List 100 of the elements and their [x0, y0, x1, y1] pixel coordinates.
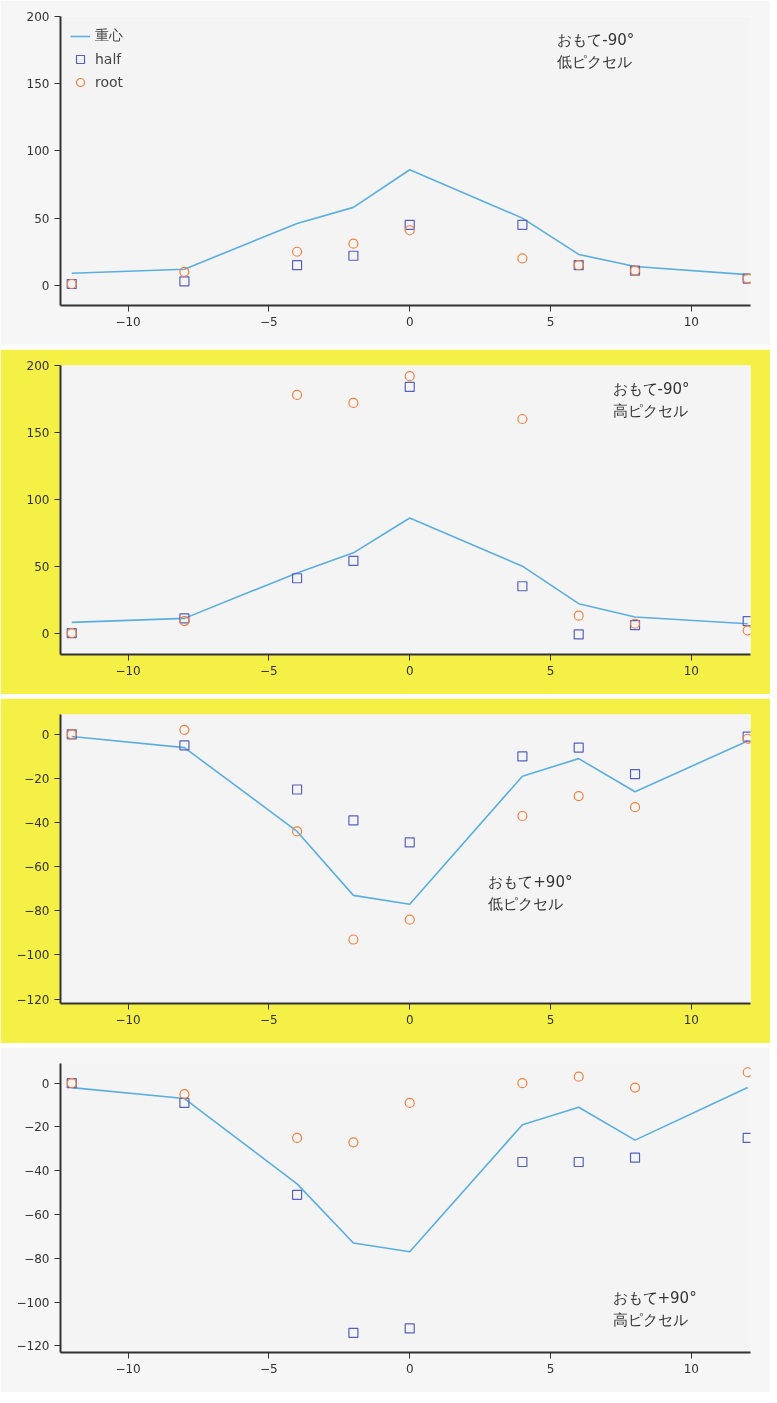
y-tick-label: 100 [26, 492, 50, 507]
legend-label: root [95, 74, 124, 90]
text: おもて-90° 高ピクセル [612, 379, 690, 420]
point [291, 1189, 303, 1200]
y-tick-label: 150 [26, 425, 50, 440]
point [629, 802, 641, 813]
point [291, 573, 303, 584]
x-tick-label: 10 [683, 1012, 699, 1027]
point [629, 1152, 641, 1163]
point [179, 266, 190, 277]
point [348, 238, 359, 249]
text: おもて+90° 高ピクセル [612, 1288, 697, 1329]
point [404, 837, 415, 848]
point [629, 768, 641, 780]
x-tick-label: 10 [683, 314, 699, 329]
point [291, 260, 303, 271]
y-tick-label: 150 [26, 77, 50, 92]
point [573, 1071, 584, 1082]
y-tick-label: −80 [24, 904, 50, 919]
point [348, 250, 359, 261]
point [742, 1067, 751, 1078]
y-tick-label: −100 [16, 948, 50, 963]
x-tick-label: −5 [260, 663, 278, 678]
x-tick-label: −10 [115, 663, 141, 678]
point [573, 610, 584, 621]
point [291, 246, 303, 257]
point [179, 740, 190, 751]
text: おもて-90° 低ピクセル [557, 30, 635, 71]
point [348, 1137, 359, 1148]
y-tick-label: 50 [34, 211, 50, 226]
y-tick-label: −60 [24, 1208, 50, 1223]
point [291, 826, 303, 837]
y-tick-label: −60 [24, 860, 50, 875]
point [517, 253, 528, 264]
point [517, 751, 528, 762]
point [517, 810, 528, 822]
point [573, 742, 584, 753]
x-tick-label: 5 [546, 314, 555, 329]
x-tick-label: −5 [260, 1361, 278, 1376]
point [404, 225, 415, 236]
x-tick-label: 0 [405, 1361, 414, 1376]
point [404, 1323, 415, 1334]
y-tick-label: −100 [16, 1295, 50, 1310]
x-tick-label: −5 [260, 314, 278, 329]
x-tick-label: 10 [683, 1361, 699, 1376]
point [179, 276, 190, 287]
point [348, 397, 359, 409]
point [742, 1132, 751, 1144]
legend-label: half [95, 51, 122, 67]
y-tick-label: 100 [26, 144, 50, 159]
legend-label: 重心 [95, 27, 123, 45]
y-tick-label: −40 [24, 1164, 50, 1179]
x-tick-label: 5 [546, 663, 555, 678]
y-tick-label: 200 [26, 10, 50, 24]
line-series [70, 517, 749, 625]
x-tick-label: −10 [115, 1012, 141, 1027]
point [291, 1132, 303, 1144]
point [179, 1097, 190, 1109]
x-tick-label: −10 [115, 314, 141, 329]
point [404, 914, 415, 925]
point [291, 389, 303, 401]
point [742, 625, 751, 636]
point [517, 1078, 528, 1089]
point [573, 1156, 584, 1168]
y-tick-label: −20 [24, 771, 50, 786]
point [179, 724, 190, 736]
point [348, 1327, 359, 1338]
point [179, 1089, 190, 1100]
x-tick-label: −5 [260, 1012, 278, 1027]
point [291, 784, 303, 795]
y-tick-label: −20 [24, 1120, 50, 1135]
y-tick-label: −80 [24, 1251, 50, 1266]
y-tick-label: 0 [41, 1076, 50, 1091]
point [742, 615, 751, 627]
point [573, 791, 584, 802]
point [348, 934, 359, 945]
x-tick-label: 0 [405, 314, 414, 329]
text: おもて+90° 低ピクセル [488, 873, 573, 914]
y-tick-label: 200 [26, 359, 50, 373]
point [517, 581, 528, 592]
point [517, 413, 528, 425]
y-tick-label: −120 [16, 992, 50, 1007]
point [404, 1097, 415, 1108]
point [629, 1082, 641, 1093]
point [348, 815, 359, 826]
y-tick-label: 0 [41, 278, 50, 293]
point [404, 381, 415, 393]
point [517, 1156, 528, 1168]
y-tick-label: −40 [24, 816, 50, 831]
y-tick-label: 0 [41, 626, 50, 641]
x-tick-label: 0 [405, 1012, 414, 1027]
point [348, 555, 359, 566]
x-tick-label: 5 [546, 1012, 555, 1027]
point [517, 219, 528, 230]
y-tick-label: 0 [41, 727, 50, 742]
x-tick-label: −10 [115, 1361, 141, 1376]
x-tick-label: 10 [683, 663, 699, 678]
x-tick-label: 0 [405, 663, 414, 678]
x-tick-label: 5 [546, 1361, 555, 1376]
y-tick-label: 50 [34, 559, 50, 574]
